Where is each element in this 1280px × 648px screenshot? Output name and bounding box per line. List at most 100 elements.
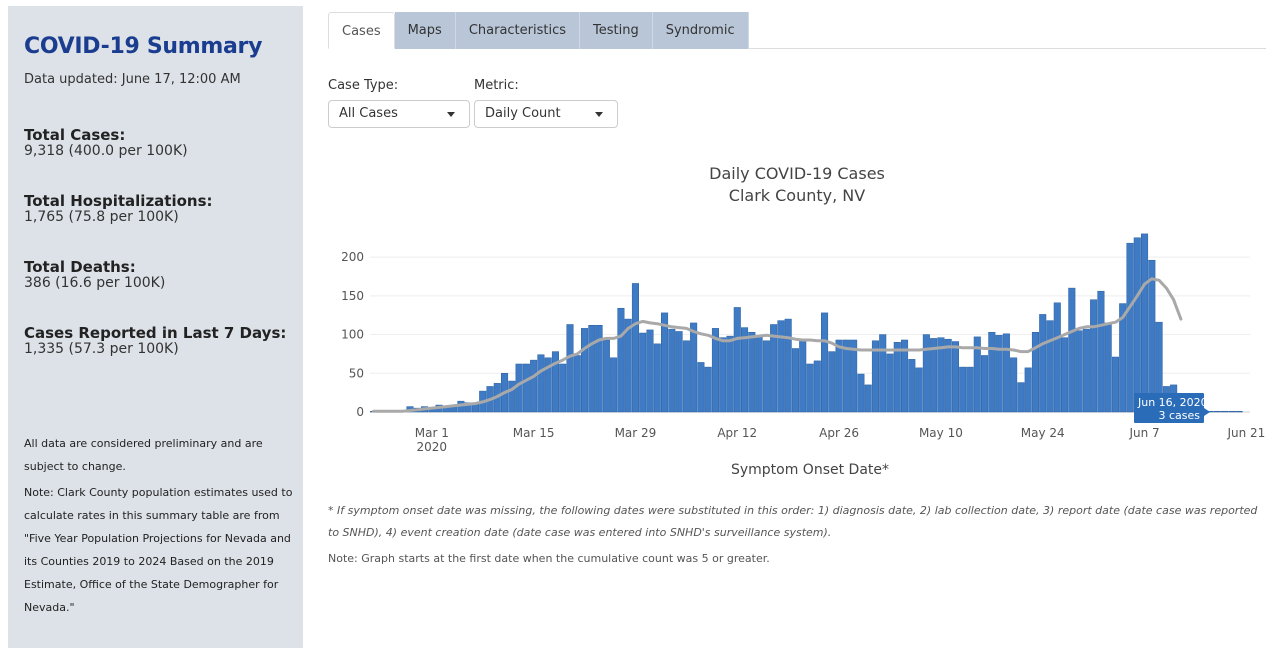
bar [1075, 330, 1083, 413]
tab-characteristics[interactable]: Characteristics [455, 12, 581, 49]
stat-label: Cases Reported in Last 7 Days: [24, 324, 287, 342]
bar [668, 328, 676, 413]
bar [530, 359, 538, 413]
tab-syndromic[interactable]: Syndromic [652, 12, 749, 49]
tab-testing[interactable]: Testing [580, 12, 653, 49]
bar [522, 363, 530, 413]
bar [1097, 290, 1105, 413]
bar [733, 307, 741, 413]
bar [508, 380, 516, 413]
bar [951, 341, 959, 413]
tooltip-date: Jun 16, 2020 [1137, 396, 1208, 409]
metric-value: Daily Count [485, 106, 561, 121]
bar [1133, 237, 1141, 413]
tab-maps[interactable]: Maps [394, 12, 456, 49]
x-tick-sublabel: 2020 [417, 440, 448, 454]
case-type-label: Case Type: [328, 78, 399, 93]
stat-label: Total Cases: [24, 126, 126, 144]
bar [835, 339, 843, 413]
bar [1221, 410, 1229, 413]
bar [464, 402, 472, 413]
bar [1061, 337, 1069, 413]
bar [566, 324, 574, 413]
preliminary-note: All data are considered preliminary and … [24, 437, 263, 473]
bar [871, 340, 879, 413]
tooltip-pointer [1204, 408, 1210, 416]
y-tick-label: 150 [341, 289, 364, 303]
bar [864, 384, 872, 413]
bar [908, 359, 916, 413]
x-tick-label: Mar 29 [615, 426, 657, 440]
bar [1031, 331, 1039, 413]
bar [762, 340, 770, 413]
bar [1053, 302, 1061, 413]
chart-subtitle: Clark County, NV [728, 186, 866, 205]
bar [704, 366, 712, 413]
stat-value: 1,765 (75.8 per 100K) [24, 209, 179, 225]
bar [581, 328, 589, 413]
bar [515, 363, 523, 413]
x-tick-label: Mar 1 [415, 426, 449, 440]
moving-average-line [372, 277, 1183, 413]
chevron-down-icon [447, 112, 455, 117]
bar [1082, 328, 1090, 413]
case-type-select[interactable]: All Cases [328, 100, 470, 128]
bar [690, 322, 698, 413]
bar [1213, 410, 1221, 413]
bar [1235, 410, 1243, 413]
bar [770, 324, 778, 413]
metric-select[interactable]: Daily Count [474, 100, 618, 128]
x-tick-label: Jun 7 [1128, 426, 1159, 440]
bar [1104, 322, 1112, 413]
stat-value: 386 (16.6 per 100K) [24, 275, 166, 291]
bar [806, 363, 814, 413]
bar [639, 332, 647, 413]
bar [995, 335, 1003, 413]
bar [1119, 303, 1127, 413]
bar [842, 339, 850, 413]
bar [602, 339, 610, 413]
bar [1111, 356, 1119, 413]
bar [922, 334, 930, 413]
bar [544, 357, 552, 413]
population-note: Note: Clark County population estimates … [24, 486, 293, 614]
x-tick-label: Apr 12 [717, 426, 757, 440]
bar [1039, 314, 1047, 413]
bar [821, 312, 829, 413]
bar [959, 366, 967, 413]
x-tick-label: Mar 15 [513, 426, 555, 440]
data-updated-text: Data updated: June 17, 12:00 AM [24, 72, 241, 87]
bar [799, 338, 807, 413]
bar [915, 367, 923, 413]
graph-start-note: Note: Graph starts at the first date whe… [328, 552, 770, 565]
bar [791, 348, 799, 413]
bar [755, 335, 763, 413]
bar [551, 351, 559, 413]
bar [711, 328, 719, 413]
bar [624, 318, 632, 413]
bar [886, 353, 894, 413]
bar [661, 312, 669, 413]
bar [595, 325, 603, 413]
y-tick-label: 200 [341, 250, 364, 264]
x-tick-label: Jun 21 [1226, 426, 1265, 440]
bar [471, 404, 479, 413]
bar [697, 362, 705, 413]
stat-value: 9,318 (400.0 per 100K) [24, 143, 188, 159]
bar [777, 320, 785, 413]
bar [879, 334, 887, 413]
bar [850, 339, 858, 413]
stat-total-hospitalizations: Total Hospitalizations: 1,765 (75.8 per … [24, 193, 287, 225]
y-tick-label: 0 [356, 405, 364, 419]
bar [828, 351, 836, 413]
bar [1068, 287, 1076, 413]
bar [784, 318, 792, 413]
bar [944, 338, 952, 413]
x-tick-label: May 10 [919, 426, 963, 440]
bar [741, 327, 749, 413]
bar [930, 338, 938, 413]
bar [610, 357, 618, 413]
bar [646, 329, 654, 413]
tab-cases[interactable]: Cases [328, 12, 395, 49]
